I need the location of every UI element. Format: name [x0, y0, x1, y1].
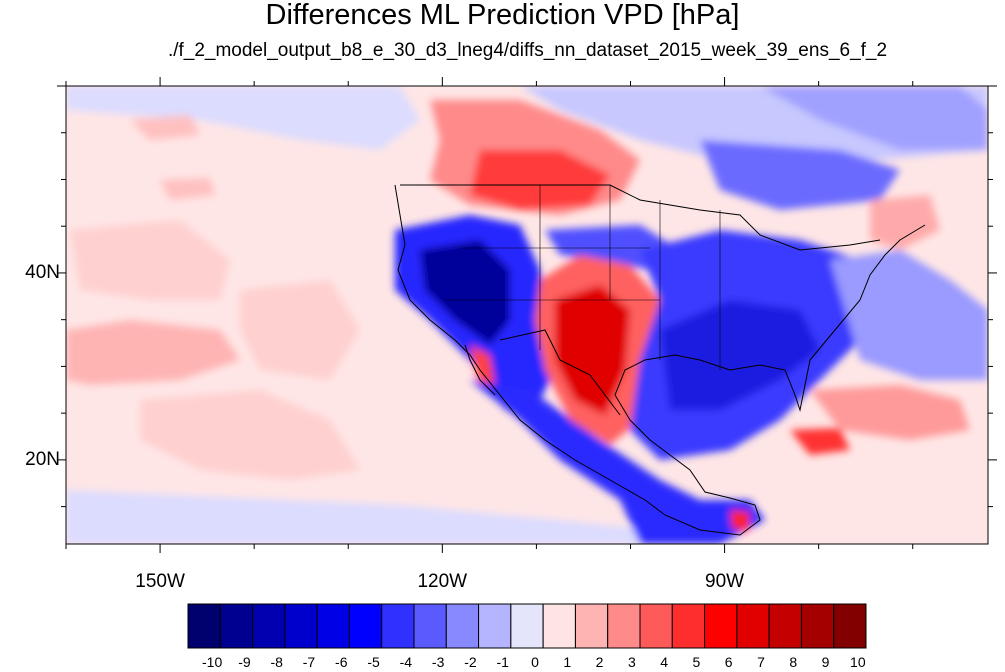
colorbar-tick-label: 4 [660, 654, 669, 670]
longitude-label: 90W [705, 571, 745, 592]
patch-hudson-negative [700, 140, 900, 210]
colorbar-tick-label: 6 [724, 654, 733, 670]
colorbar-swatch [704, 603, 738, 649]
patch-pacific-positive-c [240, 280, 360, 380]
colorbar-swatch [284, 603, 318, 649]
border-us-canada [400, 184, 881, 251]
patch-texas-positive-inner [555, 285, 630, 415]
colorbar-tick-label: 3 [627, 654, 636, 670]
patch-newengland-positive [870, 195, 940, 250]
colorbar-swatch [478, 603, 512, 649]
colorbar-tick-label: -1 [496, 654, 509, 670]
map-subtitle: ./f_2_model_output_b8_e_30_d3_lneg4/diff… [167, 40, 888, 61]
colorbar-swatch [510, 603, 544, 649]
patch-westus-negative-inner [420, 240, 510, 345]
colorbar-tick-label: 5 [692, 654, 701, 670]
patch-northeast-canada-negative [760, 86, 988, 150]
border-us-mexico [499, 329, 621, 416]
colorbar-swatch [542, 603, 576, 649]
colorbar-tick-label: 0 [531, 654, 539, 670]
colorbar-swatch [445, 603, 480, 649]
colorbar-swatch [671, 603, 706, 649]
colorbar-swatch [252, 603, 286, 649]
colorbar-tick-label: 7 [757, 654, 765, 670]
coastlines [394, 184, 926, 536]
colorbar-swatch [187, 603, 221, 649]
colorbar-swatch [768, 603, 802, 649]
colorbar-tick-label: -8 [270, 654, 283, 670]
colorbar-tick-label: 8 [789, 654, 798, 670]
longitude-label: 120W [417, 571, 468, 592]
patch-pacific-positive-e [130, 115, 200, 140]
colorbar-tick-label: -5 [367, 654, 380, 670]
difference-patches [66, 86, 988, 544]
coastline-north-america [394, 184, 926, 536]
colorbar-tick-label: -6 [335, 654, 348, 670]
latitude-label: 20N [25, 448, 60, 470]
colorbar-swatch [639, 603, 673, 649]
colorbar-swatch [348, 603, 383, 649]
patch-baja-positive [470, 345, 495, 385]
patch-centralamerica-positive [730, 510, 750, 532]
colorbar-swatch [316, 603, 350, 649]
colorbar-swatch [219, 603, 254, 649]
colorbar-tick-label: -7 [302, 654, 316, 670]
colorbar-swatch [413, 603, 447, 649]
patch-atlantic-positive [810, 385, 970, 440]
colorbar-tick-label: 9 [821, 654, 830, 670]
colorbar-swatch [833, 603, 867, 649]
patch-northpacific-negative [66, 86, 420, 150]
colorbar-tick-label: 1 [563, 654, 572, 670]
colorbar-swatch [607, 603, 641, 649]
colorbar-swatch [736, 603, 770, 649]
colorbar-tick-label: 10 [850, 654, 866, 670]
patch-canada-positive-inner [470, 150, 610, 210]
colorbar-tick-label: -2 [464, 654, 477, 670]
coastline-baja [464, 344, 496, 396]
colorbar-tick-label: -10 [202, 654, 223, 670]
colorbar-swatch [381, 603, 415, 649]
patch-caribbean-positive [790, 428, 850, 455]
axis-ticks [57, 77, 997, 553]
map-frame [65, 85, 989, 545]
colorbar-tick-label: -4 [399, 654, 413, 670]
state-borders [445, 185, 721, 370]
patch-eastus-negative-inner [660, 300, 820, 410]
map-field [66, 86, 988, 544]
patch-pacific-positive-d [140, 390, 360, 480]
colorbar-tick-label: -9 [238, 654, 251, 670]
colorbar-swatch [574, 603, 609, 649]
longitude-label: 150W [135, 571, 185, 592]
latitude-label: 40N [25, 261, 60, 283]
patch-mexico-negative [470, 380, 765, 544]
patch-pacific-positive-b [70, 220, 230, 300]
colorbar-tick-label: -3 [431, 654, 445, 670]
patch-pacific-positive-f [160, 178, 215, 200]
patch-pacific-positive-a [66, 320, 240, 385]
colorbar-swatch [800, 603, 835, 649]
patch-atlantic-negative [830, 250, 988, 380]
patch-tropical-negative [66, 490, 700, 544]
map-title: Differences ML Prediction VPD [hPa] [265, 0, 740, 31]
colorbar-tick-label: 2 [595, 654, 604, 670]
